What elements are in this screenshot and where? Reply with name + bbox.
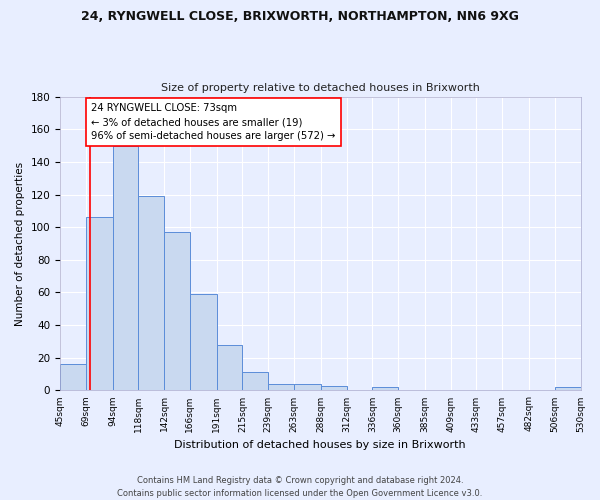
X-axis label: Distribution of detached houses by size in Brixworth: Distribution of detached houses by size …	[175, 440, 466, 450]
Text: Contains HM Land Registry data © Crown copyright and database right 2024.
Contai: Contains HM Land Registry data © Crown c…	[118, 476, 482, 498]
Bar	[373, 387, 398, 390]
Bar	[86, 218, 113, 390]
Bar	[555, 387, 581, 390]
Bar	[217, 344, 242, 391]
Bar	[242, 372, 268, 390]
Bar	[268, 384, 294, 390]
Bar	[164, 232, 190, 390]
Text: 24 RYNGWELL CLOSE: 73sqm
← 3% of detached houses are smaller (19)
96% of semi-de: 24 RYNGWELL CLOSE: 73sqm ← 3% of detache…	[91, 103, 335, 141]
Bar	[190, 294, 217, 390]
Title: Size of property relative to detached houses in Brixworth: Size of property relative to detached ho…	[161, 83, 480, 93]
Bar	[321, 386, 347, 390]
Bar	[60, 364, 86, 390]
Text: 24, RYNGWELL CLOSE, BRIXWORTH, NORTHAMPTON, NN6 9XG: 24, RYNGWELL CLOSE, BRIXWORTH, NORTHAMPT…	[81, 10, 519, 23]
Bar	[139, 196, 164, 390]
Bar	[113, 146, 139, 390]
Y-axis label: Number of detached properties: Number of detached properties	[15, 162, 25, 326]
Bar	[294, 384, 321, 390]
